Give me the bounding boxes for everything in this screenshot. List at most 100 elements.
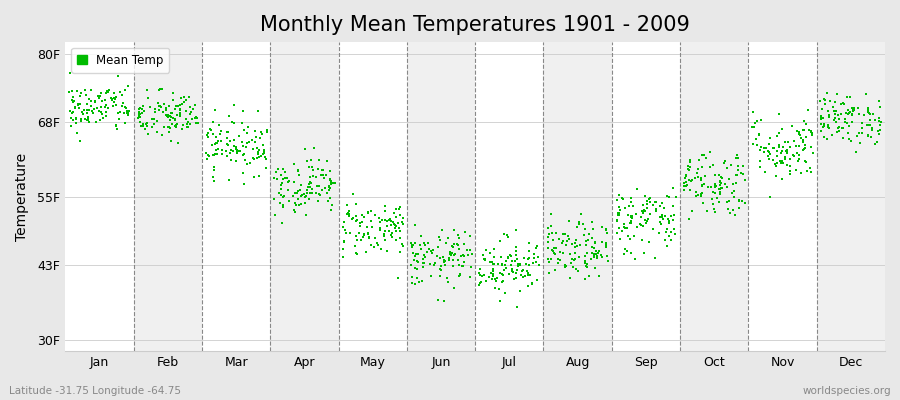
Point (783, 144, 797, 150)
Point (693, 193, 707, 199)
Point (680, 166, 695, 172)
Point (84, 87, 98, 94)
Point (640, 218, 654, 224)
Point (769, 162, 783, 169)
Point (766, 145, 780, 151)
Point (589, 248, 603, 254)
Point (336, 224, 350, 230)
Point (636, 210, 651, 216)
Point (508, 247, 523, 254)
Point (800, 107, 814, 114)
Text: worldspecies.org: worldspecies.org (803, 386, 891, 396)
Point (323, 206, 338, 213)
Point (872, 131, 886, 137)
Point (112, 116, 126, 122)
Point (757, 148, 771, 155)
Point (179, 97, 194, 104)
Point (220, 128, 235, 135)
Point (183, 110, 197, 117)
Point (615, 195, 629, 202)
Point (523, 272, 537, 278)
Point (173, 113, 187, 120)
Point (152, 87, 166, 93)
Point (230, 146, 244, 152)
Point (256, 142, 271, 148)
Point (298, 200, 312, 207)
Point (517, 254, 531, 261)
Bar (475, 42, 544, 351)
Point (409, 251, 423, 257)
Point (732, 198, 746, 204)
Point (798, 134, 813, 140)
Point (683, 178, 698, 184)
Point (817, 121, 832, 128)
Point (841, 130, 855, 136)
Point (160, 113, 175, 119)
Point (417, 239, 431, 246)
Point (542, 259, 556, 266)
Point (98, 109, 112, 115)
Point (493, 298, 508, 305)
Point (730, 162, 744, 169)
Point (598, 226, 613, 232)
Point (826, 104, 841, 110)
Point (248, 134, 263, 140)
Point (187, 115, 202, 122)
Point (173, 106, 187, 112)
Point (415, 277, 429, 284)
Title: Monthly Mean Temperatures 1901 - 2009: Monthly Mean Temperatures 1901 - 2009 (260, 15, 690, 35)
Point (787, 152, 801, 159)
Point (405, 244, 419, 250)
Point (638, 193, 652, 199)
Point (588, 239, 602, 245)
Point (297, 194, 311, 200)
Point (797, 158, 812, 164)
Point (636, 250, 651, 256)
Point (209, 146, 223, 153)
Point (695, 183, 709, 189)
Point (256, 148, 271, 154)
Point (776, 160, 790, 166)
Point (437, 261, 452, 268)
Point (865, 126, 879, 133)
Point (287, 160, 302, 167)
Point (585, 219, 599, 226)
Point (239, 144, 254, 150)
Point (345, 216, 359, 222)
Point (766, 157, 780, 163)
Point (408, 265, 422, 272)
Point (248, 174, 262, 180)
Point (323, 176, 338, 183)
Point (411, 259, 426, 265)
Point (170, 102, 184, 109)
Point (237, 150, 251, 157)
Point (558, 230, 572, 237)
Point (122, 83, 136, 90)
Point (246, 154, 260, 161)
Point (787, 152, 801, 158)
Point (410, 275, 424, 281)
Point (724, 162, 738, 168)
Point (617, 251, 632, 258)
Point (648, 208, 662, 214)
Point (352, 230, 366, 237)
Point (842, 110, 856, 117)
Point (780, 162, 795, 168)
Point (434, 262, 448, 269)
Point (162, 128, 176, 135)
Point (438, 257, 453, 264)
Point (791, 143, 806, 149)
Point (288, 200, 302, 207)
Point (140, 131, 155, 138)
Point (255, 130, 269, 137)
Point (545, 237, 560, 244)
Point (145, 116, 159, 122)
Point (199, 150, 213, 156)
Point (353, 220, 367, 226)
Point (338, 238, 352, 245)
Point (339, 210, 354, 217)
Point (727, 194, 742, 200)
Point (587, 250, 601, 257)
Point (364, 208, 379, 214)
Point (446, 285, 461, 291)
